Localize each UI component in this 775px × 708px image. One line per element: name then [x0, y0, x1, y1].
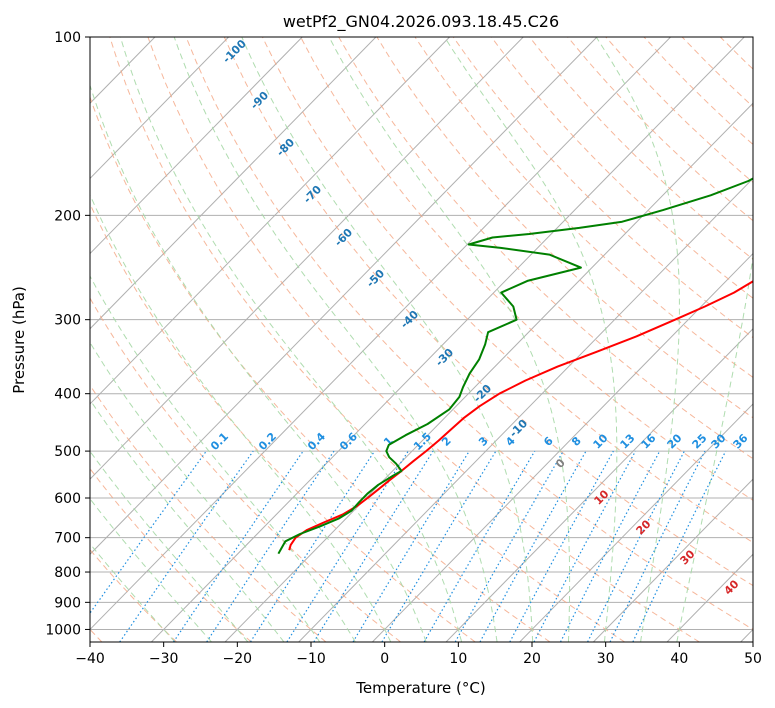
dry-adiabat-line: [90, 384, 327, 642]
dewpoint-profile-line: [277, 177, 753, 555]
x-tick-label: −20: [223, 651, 253, 667]
y-tick-label: 100: [54, 30, 81, 46]
moist-adiabat-line: [676, 253, 753, 642]
moist-adiabat-lines: [90, 37, 753, 642]
moist-adiabat-line: [90, 450, 249, 642]
dry-adiabat-line: [90, 202, 476, 642]
mixing-ratio-line: [454, 450, 564, 642]
y-axis-title: Pressure (hPa): [10, 286, 28, 394]
mixing-ratio-line: [90, 450, 207, 615]
moist-adiabat-line: [90, 193, 392, 642]
x-axis-ticks: −40 −30 −20 −10 0 10 20 30 40 50: [75, 642, 762, 667]
plot-frame: [89, 36, 754, 643]
moist-adiabat-line: [90, 83, 427, 642]
x-tick-label: 20: [523, 651, 541, 667]
isotherm-line: [90, 37, 450, 405]
y-tick-label: 200: [54, 208, 81, 224]
isotherm-line: [593, 478, 753, 642]
y-tick-label: 300: [54, 313, 81, 329]
temperature-profile-line: [288, 280, 753, 551]
dry-adiabat-line: [376, 37, 753, 419]
mixing-ratio-line: [509, 450, 614, 642]
x-tick-label: 0: [380, 651, 389, 667]
isotherm-line: [90, 37, 598, 555]
dry-adiabat-line: [414, 37, 753, 378]
dry-adiabat-line: [147, 37, 700, 642]
mixing-ratio-line: [206, 450, 335, 642]
y-tick-label: 1000: [45, 622, 81, 638]
isotherm-line: [224, 102, 753, 642]
x-tick-label: 10: [449, 651, 467, 667]
isotherm-line: [90, 37, 377, 330]
x-axis-title: Temperature (°C): [355, 679, 485, 697]
isotherm-line: [372, 252, 753, 642]
x-tick-label: 30: [597, 651, 615, 667]
x-tick-label: −40: [75, 651, 105, 667]
y-tick-label: 600: [54, 491, 81, 507]
moist-adiabat-line: [90, 341, 321, 642]
dry-adiabat-line: [338, 37, 753, 460]
mixing-ratio-line: [609, 450, 706, 642]
mixing-ratio-line: [286, 450, 409, 642]
isotherm-line: [90, 37, 303, 255]
moist-adiabat-line: [119, 37, 463, 642]
mixing-ratio-line: [479, 450, 587, 642]
dry-adiabat-line: [90, 297, 401, 642]
y-axis-ticks: 100 200 300 400 500 600 700 800 900 1000: [45, 30, 90, 638]
x-tick-label: −30: [149, 651, 179, 667]
mixing-ratio-lines: [90, 450, 727, 642]
dry-adiabat-line: [223, 37, 753, 587]
isotherm-line: [298, 177, 753, 642]
isotherm-line: [519, 403, 753, 642]
dry-adiabat-line: [109, 37, 625, 642]
y-tick-label: 800: [54, 565, 81, 581]
mixing-ratio-line: [249, 450, 376, 642]
moist-adiabat-line: [90, 398, 285, 642]
mixing-ratio-line: [172, 450, 304, 642]
mixing-ratio-line: [533, 450, 637, 642]
x-tick-label: 50: [744, 651, 762, 667]
x-tick-label: 40: [670, 651, 688, 667]
moist-adiabat-line: [595, 37, 680, 642]
isotherm-line: [90, 37, 671, 631]
mixing-ratio-line: [587, 450, 685, 642]
isotherm-line: [151, 37, 745, 642]
y-tick-label: 400: [54, 387, 81, 403]
y-tick-label: 700: [54, 531, 81, 547]
dry-adiabat-line: [300, 37, 753, 501]
dry-adiabat-line: [90, 467, 252, 642]
chart-title: wetPf2_GN04.2026.093.18.45.C26: [283, 12, 559, 32]
moist-adiabat-line: [444, 37, 618, 642]
y-tick-label: 900: [54, 595, 81, 611]
dry-adiabat-lines: [90, 37, 753, 642]
dry-adiabat-line: [90, 95, 551, 642]
moist-adiabat-line: [90, 497, 212, 642]
mixing-ratio-line: [119, 450, 254, 642]
isotherm-line: [445, 328, 753, 642]
moist-adiabat-line: [241, 37, 534, 642]
isotherm-line: [90, 37, 229, 180]
y-tick-label: 500: [54, 444, 81, 460]
x-tick-label: −10: [296, 651, 326, 667]
dry-adiabat-line: [185, 37, 753, 630]
mixing-ratio-line: [352, 450, 470, 642]
isotherm-lines: [90, 37, 753, 642]
isotherm-line: [90, 37, 524, 480]
moist-adiabat-line: [173, 37, 498, 642]
profile-series: [277, 177, 753, 555]
moist-adiabat-line: [90, 275, 356, 642]
dry-adiabat-line: [261, 37, 753, 544]
